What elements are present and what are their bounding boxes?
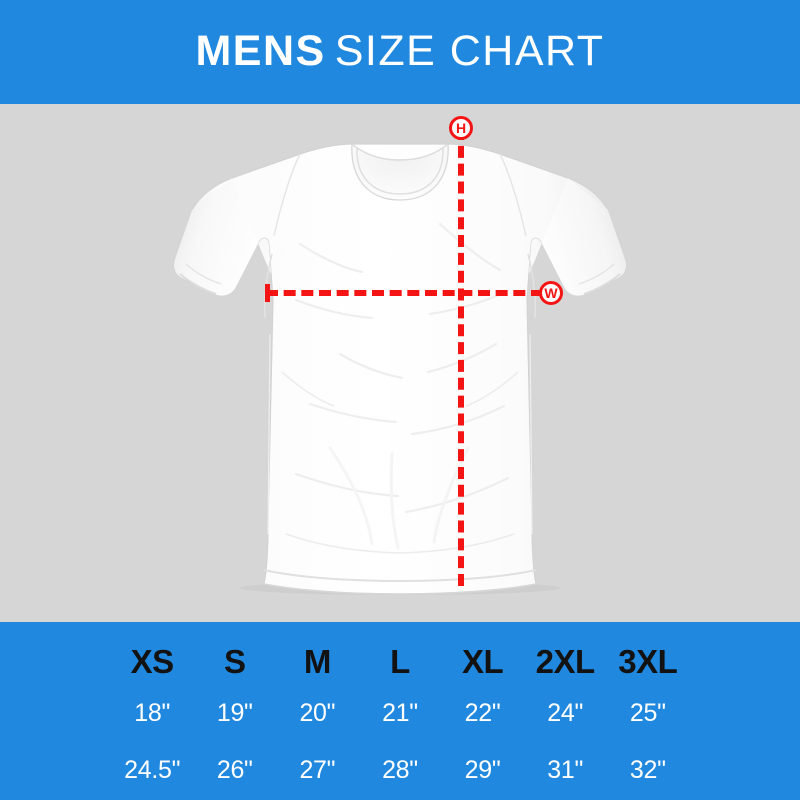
width-value-l: 21"	[382, 698, 418, 727]
size-label-xs: XS	[130, 643, 175, 680]
page-title-bold: MENS	[195, 26, 326, 75]
size-table: XS S M L XL 2XL 3XL 18" 19" 20" 21" 22"	[0, 622, 800, 798]
size-label-xl: XL	[461, 643, 504, 680]
size-label-2xl: 2XL	[535, 643, 596, 680]
row-spacer-right	[689, 742, 800, 798]
row-spacer-right	[689, 622, 800, 684]
row-spacer-left	[0, 742, 111, 798]
tshirt-graphic	[173, 142, 627, 595]
collar-top-edge	[351, 143, 449, 161]
header-banner: MENS SIZE CHART	[0, 0, 800, 104]
width-value-xs: 18"	[134, 698, 171, 727]
size-table-band: XS S M L XL 2XL 3XL 18" 19" 20" 21" 22"	[0, 622, 800, 800]
row-spacer-left	[0, 684, 111, 742]
bottom-hem	[263, 569, 537, 583]
length-value-2xl: 31"	[547, 755, 584, 784]
width-value-3xl: 25"	[629, 698, 666, 727]
right-cuff-hem	[583, 273, 621, 295]
left-shoulder-seam	[273, 153, 301, 237]
collar-inner-edge	[356, 147, 444, 195]
left-sleeve-shade	[174, 178, 271, 296]
row-spacer-right	[689, 684, 800, 742]
page-title: MENS SIZE CHART	[195, 26, 605, 75]
right-sleeve-shade	[529, 178, 626, 296]
table-row-size-labels: XS S M L XL 2XL 3XL	[0, 622, 800, 684]
size-label-s: S	[223, 643, 246, 680]
tshirt-illustration	[0, 104, 800, 622]
size-label-l: L	[390, 643, 410, 680]
page-title-light: SIZE CHART	[334, 26, 605, 75]
size-label-m: M	[303, 643, 331, 680]
length-value-m: 27"	[299, 755, 336, 784]
right-armhole-seam	[527, 253, 537, 319]
width-value-s: 19"	[216, 698, 253, 727]
illustration-stage: H W	[0, 104, 800, 622]
length-value-s: 26"	[216, 755, 253, 784]
width-value-xl: 22"	[464, 698, 501, 727]
length-value-l: 28"	[382, 755, 418, 784]
bottom-hem-edge	[263, 583, 537, 595]
length-value-xs: 24.5"	[124, 755, 181, 784]
table-row-width: 18" 19" 20" 21" 22" 24" 25"	[0, 684, 800, 742]
length-value-xl: 29"	[464, 755, 501, 784]
right-shoulder-seam	[499, 153, 527, 237]
length-value-3xl: 32"	[629, 755, 666, 784]
size-label-3xl: 3XL	[618, 643, 678, 680]
left-cuff-hem	[179, 273, 217, 295]
row-spacer-left	[0, 622, 111, 684]
table-row-length: 24.5" 26" 27" 28" 29" 31" 32"	[0, 742, 800, 798]
width-value-m: 20"	[299, 698, 336, 727]
width-value-2xl: 24"	[547, 698, 584, 727]
